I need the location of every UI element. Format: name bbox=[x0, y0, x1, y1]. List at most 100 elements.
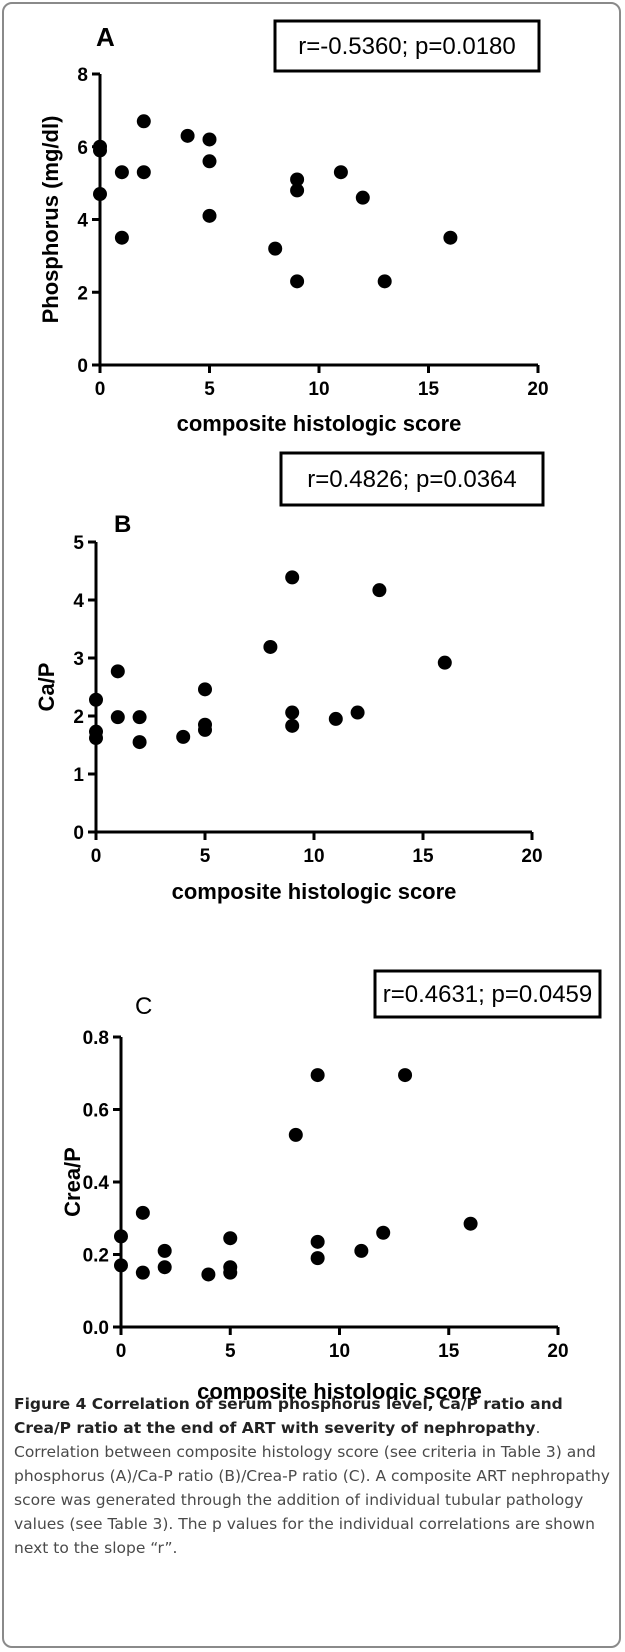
panel-b-data-point bbox=[285, 570, 300, 585]
panel-c-data-point bbox=[201, 1267, 216, 1282]
caption-body: Correlation between composite histology … bbox=[14, 1443, 610, 1557]
panel-c-y-axis-label: Crea/P bbox=[60, 1147, 85, 1217]
panel-a-y-tick-label: 4 bbox=[77, 211, 88, 232]
caption-period: . bbox=[535, 1419, 541, 1437]
panel-b-y-tick-label: 3 bbox=[73, 649, 84, 670]
panel-c-data-point bbox=[288, 1127, 303, 1142]
panel-a-y-axis-label: Phosphorus (mg/dl) bbox=[38, 116, 63, 324]
panel-c-data-point bbox=[223, 1265, 238, 1280]
panel-b-y-tick-label: 5 bbox=[73, 533, 84, 554]
panel-c-data-point bbox=[310, 1251, 325, 1266]
panel-b-panel-label: B bbox=[114, 511, 131, 538]
panel-b-data-point bbox=[132, 735, 147, 750]
panel-a-annotation-box bbox=[273, 19, 541, 73]
panel-c-data-point bbox=[310, 1234, 325, 1249]
caption-title: Figure 4 Correlation of serum phosphorus… bbox=[14, 1395, 563, 1437]
panel-a-data-point bbox=[114, 230, 129, 245]
panel-a-x-tick-label: 0 bbox=[95, 379, 106, 400]
panel-a-data-point bbox=[136, 165, 151, 180]
panel-c-data-point bbox=[135, 1205, 150, 1220]
panel-c-y-tick-label: 0.8 bbox=[83, 1028, 109, 1049]
panel-b-annotation-text: r=0.4826; p=0.0364 bbox=[307, 466, 517, 493]
panel-c-data-point bbox=[310, 1068, 325, 1083]
panel-a-data-point bbox=[202, 208, 217, 223]
panel-a-data-point bbox=[202, 132, 217, 147]
panel-c-panel-label: C bbox=[135, 993, 152, 1020]
panel-b-data-point bbox=[89, 731, 103, 746]
panel-b-data-point bbox=[285, 718, 300, 733]
panel-c-x-axis-label: composite histologic score bbox=[197, 1379, 482, 1400]
panel-a-data-point bbox=[268, 241, 283, 256]
panel-b-y-tick-label: 2 bbox=[73, 707, 84, 728]
panel-b-data-point bbox=[328, 711, 343, 726]
panel-c-y-tick-label: 0.0 bbox=[83, 1318, 109, 1339]
panel-c-annotation-text: r=0.4631; p=0.0459 bbox=[383, 981, 593, 1008]
panel-b-data-point bbox=[198, 682, 212, 697]
panel-a-data-point bbox=[333, 165, 348, 180]
panel-c-data-point bbox=[376, 1225, 391, 1240]
panel-a-data-point bbox=[114, 165, 129, 180]
panel-a-data-point bbox=[93, 187, 107, 202]
panel-c-x-tick-label: 20 bbox=[547, 1341, 568, 1362]
panel-c-data-point bbox=[157, 1260, 172, 1275]
panel-a-x-axis-label: composite histologic score bbox=[177, 411, 462, 436]
panel-b-x-tick-label: 15 bbox=[412, 846, 434, 867]
panel-b-data-point bbox=[110, 710, 125, 725]
panel-b-y-tick-label: 4 bbox=[73, 591, 84, 612]
panel-a-x-tick-label: 20 bbox=[527, 379, 548, 400]
panel-b-x-tick-label: 20 bbox=[521, 846, 542, 867]
panel-c-annotation-box bbox=[373, 969, 602, 1019]
panel-c-data-point bbox=[114, 1258, 128, 1273]
panel-b-y-tick-label: 0 bbox=[73, 823, 84, 844]
panel-c-data-point bbox=[463, 1216, 478, 1231]
panel-c-data-point bbox=[223, 1231, 238, 1246]
panel-b-data-point bbox=[176, 729, 191, 744]
panel-c-data-point bbox=[398, 1068, 413, 1083]
panel-a-x-tick-label: 5 bbox=[204, 379, 215, 400]
panel-c-x-tick-label: 0 bbox=[116, 1341, 127, 1362]
panel-a-x-tick-label: 15 bbox=[418, 379, 440, 400]
panel-b-data-point bbox=[437, 655, 452, 670]
panel-a-y-tick-label: 2 bbox=[77, 283, 88, 304]
panel-b-x-tick-label: 5 bbox=[200, 846, 211, 867]
panel-b-annotation-box bbox=[279, 451, 545, 507]
panel-a-data-point bbox=[202, 154, 217, 169]
panel-c-x-tick-label: 15 bbox=[438, 1341, 460, 1362]
panel-b-data-point bbox=[89, 692, 103, 707]
figure-caption: Figure 4 Correlation of serum phosphorus… bbox=[14, 1392, 610, 1560]
panel-c-x-tick-label: 5 bbox=[225, 1341, 236, 1362]
panel-c-data-point bbox=[114, 1229, 128, 1244]
panel-a-data-point bbox=[136, 114, 151, 129]
panel-a-data-point bbox=[443, 230, 458, 245]
panel-b-x-tick-label: 0 bbox=[91, 846, 102, 867]
panel-a-x-tick-label: 10 bbox=[308, 379, 329, 400]
panel-b-data-point bbox=[285, 705, 300, 720]
panel-c-data-point bbox=[157, 1243, 172, 1258]
panel-c-y-tick-label: 0.6 bbox=[83, 1101, 109, 1122]
panel-b-data-point bbox=[372, 583, 387, 598]
panel-b-x-axis-label: composite histologic score bbox=[172, 879, 457, 904]
panel-c-y-tick-label: 0.2 bbox=[83, 1246, 109, 1267]
panel-a-data-point bbox=[355, 190, 370, 205]
panel-a-data-point bbox=[180, 128, 195, 143]
panel-b-data-point bbox=[132, 710, 147, 725]
panel-a-data-point bbox=[290, 274, 305, 289]
panel-c-x-tick-label: 10 bbox=[329, 1341, 350, 1362]
panel-b-data-point bbox=[198, 722, 212, 737]
panel-b-data-point bbox=[350, 705, 365, 720]
panel-a-data-point bbox=[290, 183, 305, 198]
panel-c-data-point bbox=[354, 1243, 369, 1258]
panel-b-data-point bbox=[263, 639, 278, 654]
panel-a-y-tick-label: 6 bbox=[77, 138, 88, 159]
panel-b-y-tick-label: 1 bbox=[73, 765, 84, 786]
panel-a-y-tick-label: 0 bbox=[77, 356, 88, 377]
panel-a-data-point bbox=[290, 172, 305, 187]
panel-a-annotation-text: r=-0.5360; p=0.0180 bbox=[298, 33, 516, 60]
panel-a-y-tick-label: 8 bbox=[77, 65, 88, 86]
panel-b-data-point bbox=[110, 664, 125, 679]
panel-c-y-tick-label: 0.4 bbox=[83, 1173, 110, 1194]
panel-a-panel-label: A bbox=[96, 22, 115, 52]
panel-a-data-point bbox=[93, 143, 107, 158]
